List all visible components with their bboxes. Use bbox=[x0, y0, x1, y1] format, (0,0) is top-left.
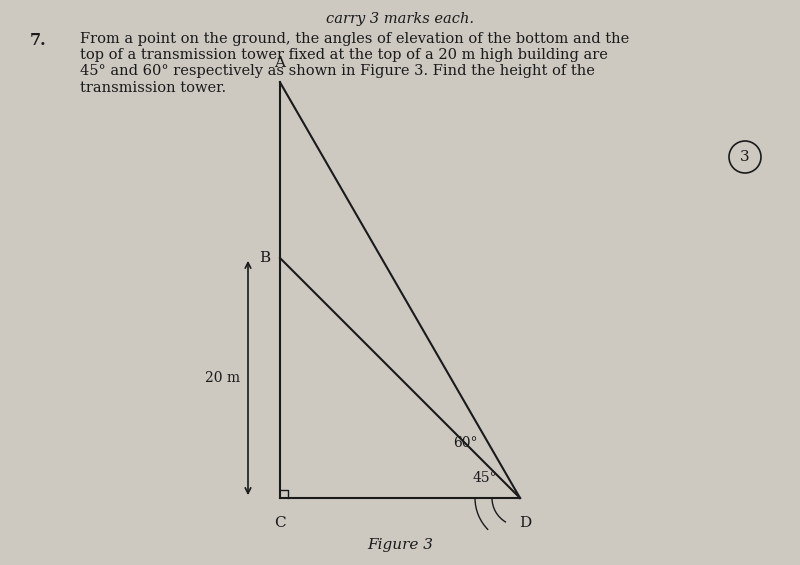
Text: 45°: 45° bbox=[473, 471, 498, 485]
Text: 60°: 60° bbox=[453, 436, 478, 450]
Text: C: C bbox=[274, 516, 286, 530]
Text: From a point on the ground, the angles of elevation of the bottom and the
top of: From a point on the ground, the angles o… bbox=[80, 32, 630, 94]
Text: 7.: 7. bbox=[30, 32, 46, 49]
Text: B: B bbox=[259, 251, 270, 265]
Text: A: A bbox=[274, 56, 286, 70]
Text: 3: 3 bbox=[740, 150, 750, 164]
Circle shape bbox=[729, 141, 761, 173]
Text: D: D bbox=[519, 516, 531, 530]
Text: carry 3 marks each.: carry 3 marks each. bbox=[326, 12, 474, 26]
Text: 20 m: 20 m bbox=[205, 371, 240, 385]
Text: Figure 3: Figure 3 bbox=[367, 538, 433, 552]
